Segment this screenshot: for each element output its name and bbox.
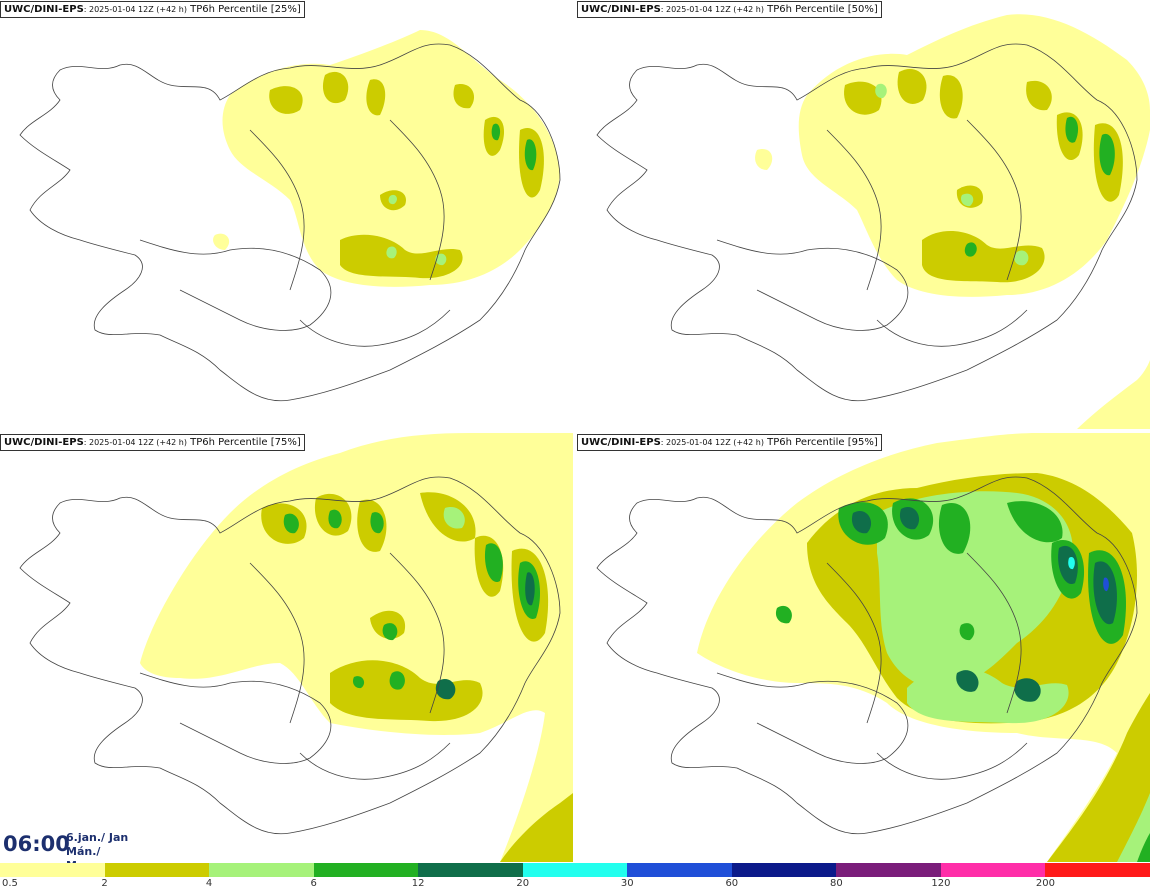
legend-swatch: [104, 863, 210, 877]
map-panel-p25: UWC/DINI-EPS: 2025-01-04 12Z (+42 h) TP6…: [0, 0, 573, 429]
iceland-coastline: [19, 476, 561, 835]
precip-map: [19, 433, 573, 862]
model-source: UWC/DINI-EPS: [4, 437, 84, 448]
legend-label: 0.5: [2, 878, 18, 889]
legend-label: 200: [1035, 878, 1055, 889]
legend-labels: 0.5 2 4 6 12 20 30 60 80 120 200: [0, 878, 1150, 891]
precip-map: [596, 14, 1150, 429]
map-panel-p95: UWC/DINI-EPS: 2025-01-04 12Z (+42 h) TP6…: [577, 433, 1150, 862]
panel-title: UWC/DINI-EPS: 2025-01-04 12Z (+42 h) TP6…: [577, 434, 882, 451]
product-label: TP6h Percentile [50%]: [763, 4, 878, 15]
legend-label: 80: [829, 878, 843, 889]
iceland-coastline: [596, 476, 1138, 835]
panel-title: UWC/DINI-EPS: 2025-01-04 12Z (+42 h) TP6…: [0, 434, 305, 451]
legend-label: 20: [516, 878, 530, 889]
precip-field: [697, 433, 1150, 862]
legend-swatch: [209, 863, 314, 877]
iceland-coastline: [596, 43, 1138, 402]
model-source: UWC/DINI-EPS: [4, 4, 84, 15]
legend-label: 4: [205, 878, 213, 889]
legend-swatch: [940, 863, 1046, 877]
valid-time-box: 06:00 6.jan./ Jan Mán./ Mon: [0, 828, 130, 872]
legend-label: 60: [725, 878, 739, 889]
legend-swatch: [627, 863, 732, 877]
product-label: TP6h Percentile [25%]: [186, 4, 301, 15]
product-label: TP6h Percentile [95%]: [763, 437, 878, 448]
product-label: TP6h Percentile [75%]: [186, 437, 301, 448]
panel-divider-horizontal: [0, 429, 1150, 433]
run-info: : 2025-01-04 12Z (+42 h): [83, 5, 187, 14]
legend-swatch: [313, 863, 419, 877]
color-legend: 0.5 2 4 6 12 20 30 60 80 120 200: [0, 862, 1150, 891]
valid-time: 06:00: [3, 832, 70, 856]
legend-label: 2: [101, 878, 108, 889]
run-info: : 2025-01-04 12Z (+42 h): [660, 438, 764, 447]
precip-field: [213, 30, 560, 287]
precip-map: [596, 433, 1150, 862]
precip-field: [755, 14, 1150, 429]
precip-map: [19, 30, 561, 402]
map-panel-p75: UWC/DINI-EPS: 2025-01-04 12Z (+42 h) TP6…: [0, 433, 573, 862]
legend-label: 6: [310, 878, 317, 889]
map-panel-p50: UWC/DINI-EPS: 2025-01-04 12Z (+42 h) TP6…: [577, 0, 1150, 429]
legend-swatch: [836, 863, 941, 877]
legend-label: 120: [931, 878, 951, 889]
legend-bar: [0, 863, 1150, 877]
legend-swatch: [0, 863, 105, 877]
model-source: UWC/DINI-EPS: [581, 4, 661, 15]
legend-swatch: [418, 863, 523, 877]
iceland-coastline: [19, 43, 561, 402]
precip-field: [140, 433, 573, 862]
panel-title: UWC/DINI-EPS: 2025-01-04 12Z (+42 h) TP6…: [0, 1, 305, 18]
legend-swatch: [522, 863, 628, 877]
legend-swatch: [731, 863, 837, 877]
legend-label: 30: [620, 878, 634, 889]
legend-label: 12: [411, 878, 425, 889]
run-info: : 2025-01-04 12Z (+42 h): [660, 5, 764, 14]
valid-date-line1: 6.jan./ Jan: [66, 831, 129, 844]
panel-title: UWC/DINI-EPS: 2025-01-04 12Z (+42 h) TP6…: [577, 1, 882, 18]
model-source: UWC/DINI-EPS: [581, 437, 661, 448]
run-info: : 2025-01-04 12Z (+42 h): [83, 438, 187, 447]
legend-swatch: [1045, 863, 1150, 877]
